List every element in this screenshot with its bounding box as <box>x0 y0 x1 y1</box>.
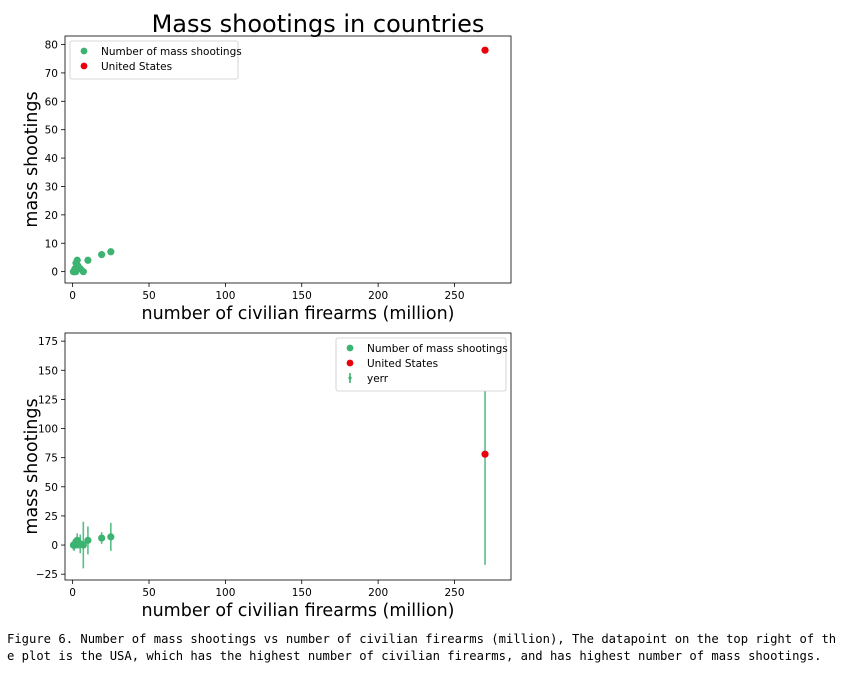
legend-marker <box>80 62 88 70</box>
y-tick-label: 60 <box>45 96 58 108</box>
x-tick-label: 0 <box>69 587 76 599</box>
legend-marker <box>346 359 354 367</box>
y-tick-label: 70 <box>45 68 58 80</box>
data-point <box>79 268 87 276</box>
y-tick-label: 10 <box>45 238 58 250</box>
y-axis-label: mass shootings <box>22 398 42 534</box>
data-point <box>481 450 489 458</box>
legend-box <box>335 337 507 392</box>
data-point <box>84 256 92 264</box>
chart-2: 0 50 100 150 200 250 −25 0 25 50 75 100 125 150 175 num… <box>22 332 512 621</box>
legend-label: United States <box>367 358 438 370</box>
y-tick-label: 150 <box>38 365 58 377</box>
y-tick-label: 40 <box>45 153 58 165</box>
y-tick-label: 20 <box>45 210 58 222</box>
legend-label: yerr <box>367 373 389 385</box>
x-tick-label: 100 <box>215 587 235 599</box>
x-tick-label: 200 <box>368 587 388 599</box>
x-tick-label: 250 <box>444 290 464 302</box>
data-point <box>84 536 92 544</box>
legend-box <box>69 40 239 80</box>
x-tick-label: 0 <box>69 290 76 302</box>
y-tick-label: 25 <box>45 511 58 523</box>
x-tick-label: 100 <box>215 290 235 302</box>
data-point <box>98 534 106 542</box>
legend-label: Number of mass shootings <box>367 343 508 355</box>
y-tick-label: −25 <box>36 569 58 581</box>
legend-marker <box>80 47 88 55</box>
data-point <box>481 46 489 54</box>
legend-marker <box>346 344 354 352</box>
y-tick-label: 125 <box>38 394 58 406</box>
x-tick-label: 200 <box>368 290 388 302</box>
x-tick-label: 250 <box>444 587 464 599</box>
y-tick-label: 100 <box>38 424 58 436</box>
plot-frame <box>64 35 512 284</box>
data-point <box>79 541 87 549</box>
x-tick-label: 50 <box>142 587 155 599</box>
y-tick-label: 50 <box>45 125 58 137</box>
legend-label: United States <box>101 61 172 73</box>
data-point <box>107 533 115 541</box>
y-tick-label: 0 <box>51 267 58 279</box>
y-tick-label: 0 <box>51 540 58 552</box>
data-point <box>98 251 106 259</box>
x-axis-label: number of civilian firearms (million) <box>142 304 455 324</box>
data-point <box>73 256 81 264</box>
y-tick-label: 30 <box>45 181 58 193</box>
figure-caption: Figure 6. Number of mass shootings vs nu… <box>7 632 837 663</box>
y-tick-label: 80 <box>45 40 58 52</box>
y-tick-label: 175 <box>38 336 58 348</box>
legend-label: Number of mass shootings <box>101 46 242 58</box>
chart-title: Mass shootings in countries <box>152 10 485 38</box>
plot-frame <box>64 332 512 581</box>
y-axis-label: mass shootings <box>22 91 42 227</box>
legend-marker <box>348 376 352 380</box>
x-tick-label: 150 <box>292 587 312 599</box>
x-tick-label: 50 <box>142 290 155 302</box>
y-tick-label: 75 <box>45 453 58 465</box>
data-point <box>107 248 115 256</box>
x-tick-label: 150 <box>292 290 312 302</box>
x-axis-label: number of civilian firearms (million) <box>142 601 455 621</box>
y-tick-label: 50 <box>45 482 58 494</box>
